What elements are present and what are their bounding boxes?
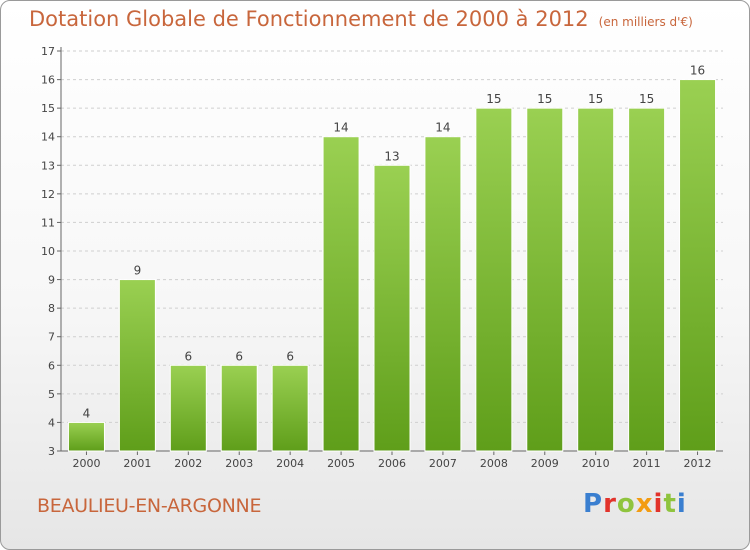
- x-tick-label-2002: 2002: [174, 457, 202, 470]
- labels: 4 2000 9 2001 6 2002 6 2003 6 2004 14 2005 13 2006 14 2…: [72, 64, 711, 470]
- y-tick-label: 15: [41, 102, 55, 115]
- x-tick-label-2009: 2009: [531, 457, 559, 470]
- y-tick-label: 4: [48, 416, 55, 429]
- brand-letter: x: [635, 489, 654, 519]
- data-label-2010: 15: [588, 92, 603, 106]
- x-tick-label-2000: 2000: [72, 457, 100, 470]
- y-tick-label: 6: [48, 359, 55, 372]
- x-tick-label-2008: 2008: [480, 457, 508, 470]
- bar-2006: [373, 164, 411, 452]
- chart-subtitle: (en milliers d'€): [598, 15, 693, 29]
- y-tick-label: 11: [41, 216, 55, 229]
- bar-2008: [475, 107, 513, 452]
- x-tick-label-2001: 2001: [123, 457, 151, 470]
- data-label-2004: 6: [286, 349, 294, 363]
- brand-letter: i: [676, 489, 687, 519]
- data-label-2009: 15: [537, 92, 552, 106]
- x-tick-label-2011: 2011: [633, 457, 661, 470]
- brand-letter: t: [663, 489, 677, 519]
- y-tick-label: 5: [48, 388, 55, 401]
- bar-2004: [271, 364, 309, 452]
- y-tick-label: 7: [48, 331, 55, 344]
- proxiti-logo: Proxiti: [583, 489, 687, 519]
- location-name: BEAULIEU-EN-ARGONNE: [37, 495, 262, 517]
- y-tick-label: 10: [41, 245, 55, 258]
- brand-letter: P: [583, 489, 604, 519]
- x-tick-label-2004: 2004: [276, 457, 304, 470]
- data-label-2006: 13: [384, 149, 399, 163]
- x-tick-label-2010: 2010: [582, 457, 610, 470]
- x-tick-label-2005: 2005: [327, 457, 355, 470]
- y-tick-label: 12: [41, 188, 55, 201]
- y-tick-label: 13: [41, 159, 55, 172]
- data-label-2001: 9: [134, 264, 142, 278]
- chart-title: Dotation Globale de Fonctionnement de 20…: [29, 7, 693, 31]
- chart-title-text: Dotation Globale de Fonctionnement de 20…: [29, 7, 589, 31]
- bars: [67, 79, 717, 452]
- data-label-2011: 15: [639, 92, 654, 106]
- data-label-2002: 6: [184, 349, 192, 363]
- bar-2003: [220, 364, 258, 452]
- y-tick-label: 3: [48, 445, 55, 458]
- data-label-2000: 4: [83, 406, 91, 420]
- y-tick-label: 9: [48, 274, 55, 287]
- brand-letter: i: [653, 489, 664, 519]
- y-tick-label: 14: [41, 131, 55, 144]
- data-label-2008: 15: [486, 92, 501, 106]
- data-label-2003: 6: [235, 349, 243, 363]
- bar-2002: [169, 364, 207, 452]
- brand-letter: o: [616, 489, 636, 519]
- x-tick-label-2003: 2003: [225, 457, 253, 470]
- x-tick-label-2006: 2006: [378, 457, 406, 470]
- brand-letter: r: [603, 489, 617, 519]
- bar-2007: [424, 136, 462, 452]
- y-tick-label: 17: [41, 45, 55, 58]
- bar-2010: [577, 107, 615, 452]
- bar-2001: [118, 279, 156, 452]
- data-label-2012: 16: [690, 64, 705, 78]
- y-tick-label: 16: [41, 74, 55, 87]
- data-label-2007: 14: [435, 121, 450, 135]
- x-tick-label-2007: 2007: [429, 457, 457, 470]
- bar-2000: [67, 421, 105, 452]
- x-tick-label-2012: 2012: [684, 457, 712, 470]
- y-tick-label: 8: [48, 302, 55, 315]
- bar-2009: [526, 107, 564, 452]
- bar-2005: [322, 136, 360, 452]
- data-label-2005: 14: [333, 121, 348, 135]
- bar-2011: [628, 107, 666, 452]
- bar-2012: [679, 79, 717, 452]
